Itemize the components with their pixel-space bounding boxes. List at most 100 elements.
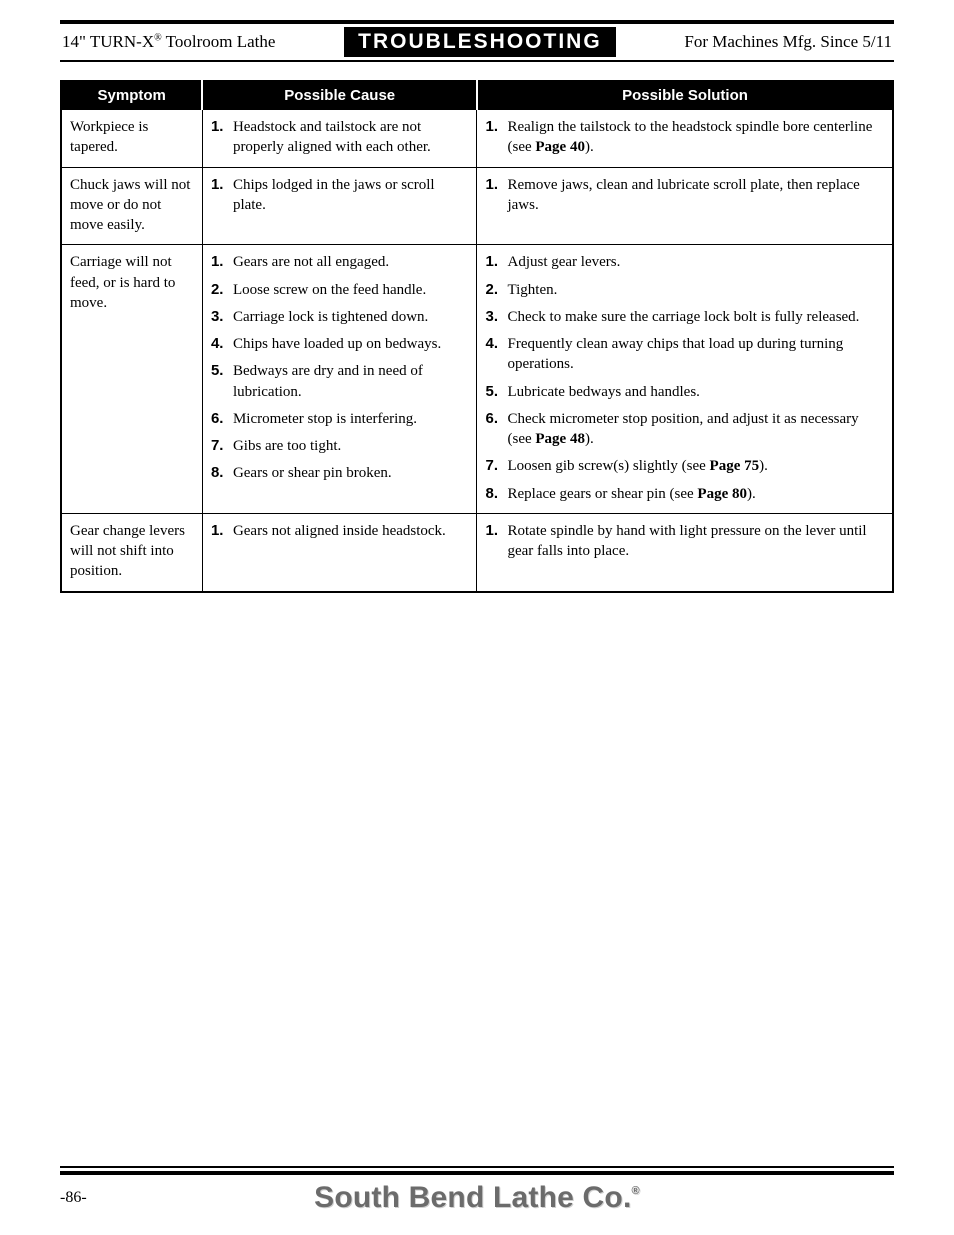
page-reference: Page 75 <box>710 458 760 474</box>
page-reference: Page 48 <box>535 431 585 447</box>
item-number: 1. <box>485 175 507 216</box>
list-item: 6.Micrometer stop is interfering. <box>211 409 469 429</box>
product-name-suffix: Toolroom Lathe <box>162 32 276 51</box>
list-item: 1.Headstock and tailstock are not proper… <box>211 117 469 158</box>
list-item: 3.Check to make sure the carriage lock b… <box>485 307 884 327</box>
item-number: 5. <box>211 361 233 402</box>
item-number: 1. <box>211 117 233 158</box>
item-text: Check to make sure the carriage lock bol… <box>507 307 884 327</box>
product-name-prefix: 14" TURN-X <box>62 32 154 51</box>
list-item: 3.Carriage lock is tightened down. <box>211 307 469 327</box>
table-row: Carriage will not feed, or is hard to mo… <box>61 245 893 514</box>
item-number: 4. <box>485 334 507 375</box>
item-text: Rotate spindle by hand with light pressu… <box>507 521 884 562</box>
list-item: 8.Replace gears or shear pin (see Page 8… <box>485 484 884 504</box>
item-number: 1. <box>211 252 233 272</box>
symptom-cell: Carriage will not feed, or is hard to mo… <box>61 245 202 514</box>
item-number: 3. <box>485 307 507 327</box>
list-item: 4.Chips have loaded up on bedways. <box>211 334 469 354</box>
list-item: 2.Tighten. <box>485 280 884 300</box>
list-item: 7.Gibs are too tight. <box>211 436 469 456</box>
page-reference: Page 40 <box>535 139 585 155</box>
list-item: 4.Frequently clean away chips that load … <box>485 334 884 375</box>
list-item: 6.Check micrometer stop position, and ad… <box>485 409 884 450</box>
item-text: Chips lodged in the jaws or scroll plate… <box>233 175 469 216</box>
list-item: 8.Gears or shear pin broken. <box>211 463 469 483</box>
symptom-cell: Gear change levers will not shift into p… <box>61 513 202 591</box>
item-text: Bedways are dry and in need of lubricati… <box>233 361 469 402</box>
item-number: 4. <box>211 334 233 354</box>
list-item: 1.Adjust gear levers. <box>485 252 884 272</box>
item-number: 7. <box>485 456 507 476</box>
item-text: Gears not aligned inside headstock. <box>233 521 469 541</box>
item-number: 5. <box>485 382 507 402</box>
col-header-solution: Possible Solution <box>477 81 893 110</box>
item-text: Loose screw on the feed handle. <box>233 280 469 300</box>
list-item: 1.Remove jaws, clean and lubricate scrol… <box>485 175 884 216</box>
list-item: 1.Gears are not all engaged. <box>211 252 469 272</box>
brand-text: South Bend Lathe Co. <box>314 1181 631 1214</box>
section-title: TROUBLESHOOTING <box>344 27 616 57</box>
item-text: Carriage lock is tightened down. <box>233 307 469 327</box>
solution-cell: 1.Rotate spindle by hand with light pres… <box>477 513 893 591</box>
item-text: Realign the tailstock to the headstock s… <box>507 117 884 158</box>
item-text: Adjust gear levers. <box>507 252 884 272</box>
item-text: Headstock and tailstock are not properly… <box>233 117 469 158</box>
item-number: 6. <box>211 409 233 429</box>
list-item: 1.Realign the tailstock to the headstock… <box>485 117 884 158</box>
item-number: 7. <box>211 436 233 456</box>
solution-cell: 1.Adjust gear levers. 2.Tighten. 3.Check t… <box>477 245 893 514</box>
symptom-cell: Workpiece is tapered. <box>61 110 202 168</box>
col-header-cause: Possible Cause <box>202 81 477 110</box>
troubleshooting-table: Symptom Possible Cause Possible Solution… <box>60 80 894 593</box>
col-header-symptom: Symptom <box>61 81 202 110</box>
item-number: 1. <box>485 117 507 158</box>
item-number: 8. <box>211 463 233 483</box>
list-item: 7.Loosen gib screw(s) slightly (see Page… <box>485 456 884 476</box>
list-item: 1.Rotate spindle by hand with light pres… <box>485 521 884 562</box>
item-text: Tighten. <box>507 280 884 300</box>
header-right: For Machines Mfg. Since 5/11 <box>684 32 894 52</box>
table-row: Gear change levers will not shift into p… <box>61 513 893 591</box>
item-number: 3. <box>211 307 233 327</box>
item-text: Loosen gib screw(s) slightly (see Page 7… <box>507 456 884 476</box>
list-item: 1.Gears not aligned inside headstock. <box>211 521 469 541</box>
brand-logo: South Bend Lathe Co.® <box>140 1181 814 1215</box>
list-item: 2.Loose screw on the feed handle. <box>211 280 469 300</box>
page-header: 14" TURN-X® Toolroom Lathe TROUBLESHOOTI… <box>60 20 894 62</box>
cause-cell: 1.Chips lodged in the jaws or scroll pla… <box>202 167 477 245</box>
header-left: 14" TURN-X® Toolroom Lathe <box>60 32 275 52</box>
item-text: Check micrometer stop position, and adju… <box>507 409 884 450</box>
item-number: 1. <box>211 175 233 216</box>
solution-cell: 1.Remove jaws, clean and lubricate scrol… <box>477 167 893 245</box>
item-text: Gibs are too tight. <box>233 436 469 456</box>
list-item: 1.Chips lodged in the jaws or scroll pla… <box>211 175 469 216</box>
footer-rule <box>60 1166 894 1175</box>
item-text: Gears are not all engaged. <box>233 252 469 272</box>
page-footer: -86- South Bend Lathe Co.® <box>60 1166 894 1215</box>
item-number: 6. <box>485 409 507 450</box>
cause-cell: 1.Gears not aligned inside headstock. <box>202 513 477 591</box>
item-text: Remove jaws, clean and lubricate scroll … <box>507 175 884 216</box>
cause-cell: 1.Headstock and tailstock are not proper… <box>202 110 477 168</box>
symptom-cell: Chuck jaws will not move or do not move … <box>61 167 202 245</box>
item-number: 1. <box>485 521 507 562</box>
item-number: 1. <box>211 521 233 541</box>
table-row: Workpiece is tapered.1.Headstock and tai… <box>61 110 893 168</box>
page-number: -86- <box>60 1189 140 1207</box>
item-number: 8. <box>485 484 507 504</box>
item-text: Gears or shear pin broken. <box>233 463 469 483</box>
item-text: Chips have loaded up on bedways. <box>233 334 469 354</box>
solution-cell: 1.Realign the tailstock to the headstock… <box>477 110 893 168</box>
item-number: 1. <box>485 252 507 272</box>
brand-registered-mark: ® <box>632 1185 640 1197</box>
item-number: 2. <box>211 280 233 300</box>
item-text: Frequently clean away chips that load up… <box>507 334 884 375</box>
item-text: Replace gears or shear pin (see Page 80)… <box>507 484 884 504</box>
item-text: Micrometer stop is interfering. <box>233 409 469 429</box>
table-row: Chuck jaws will not move or do not move … <box>61 167 893 245</box>
cause-cell: 1.Gears are not all engaged.2.Loose scre… <box>202 245 477 514</box>
list-item: 5.Bedways are dry and in need of lubrica… <box>211 361 469 402</box>
item-text: Lubricate bedways and handles. <box>507 382 884 402</box>
list-item: 5.Lubricate bedways and handles. <box>485 382 884 402</box>
